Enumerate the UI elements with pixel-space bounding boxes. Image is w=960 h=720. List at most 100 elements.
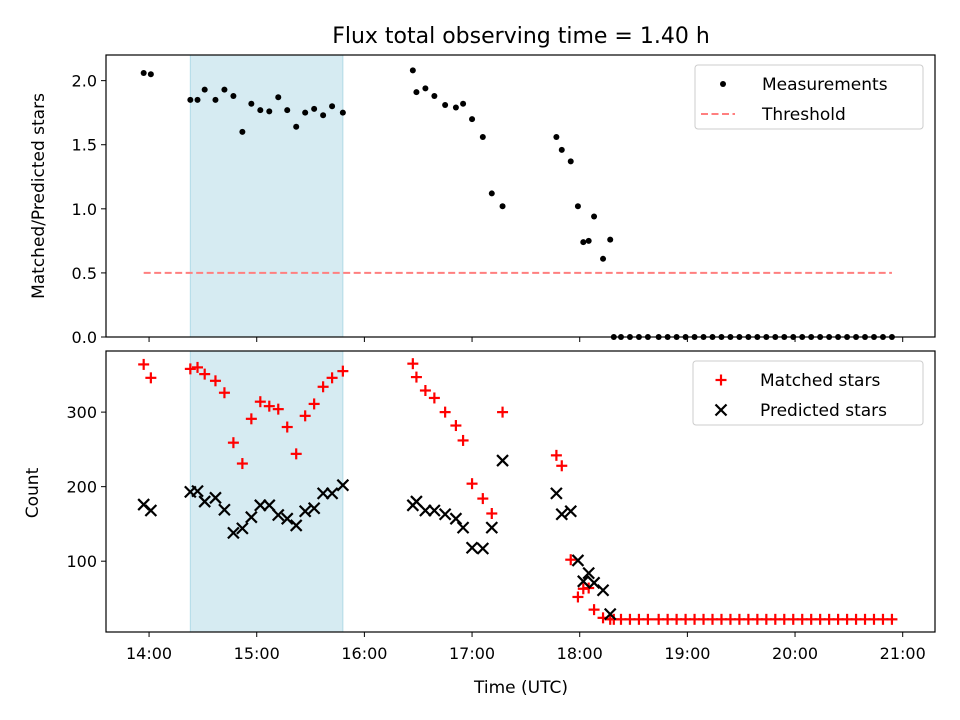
legend: Matched stars Predicted stars: [692, 360, 924, 426]
legend-box: [694, 64, 924, 130]
matched-star-point: [227, 437, 239, 449]
measurement-point: [442, 101, 449, 108]
y-tick-label: 1.5: [72, 136, 97, 155]
measurement-point: [479, 134, 486, 141]
predicted-star-point: [496, 454, 509, 467]
predicted-star-point: [271, 508, 285, 522]
matched-star-point: [184, 363, 196, 375]
measurement-point: [585, 237, 592, 244]
matched-star-point: [263, 400, 275, 412]
x-tick-label: 20:00: [772, 644, 818, 663]
legend-label: Measurements: [762, 75, 888, 95]
measurement-point: [469, 116, 476, 123]
x-tick-label: 21:00: [880, 644, 926, 663]
legend-label: Predicted stars: [760, 401, 887, 421]
matched-star-point: [326, 372, 338, 384]
measurement-point: [574, 203, 581, 210]
plot-frame: [105, 350, 936, 633]
measurement-point: [266, 108, 273, 115]
predicted-star-point: [307, 501, 321, 515]
y-tick-label: 300: [66, 403, 97, 422]
x-tick-label: 18:00: [557, 644, 603, 663]
plot-frame: [105, 54, 936, 338]
predicted-star-point: [218, 503, 231, 517]
measurement-point: [422, 85, 429, 92]
measurement-point: [239, 128, 246, 135]
x-axis-label: Time (UTC): [473, 678, 568, 698]
matched-star-point: [245, 413, 257, 425]
measurement-point: [558, 146, 565, 153]
predicted-star-point: [582, 566, 595, 580]
measurement-point: [230, 93, 237, 100]
predicted-star-point: [571, 554, 585, 567]
matched-star-point: [199, 368, 211, 380]
measurement-point: [452, 104, 459, 111]
matched-star-point: [497, 406, 509, 418]
measurement-point: [194, 96, 201, 103]
legend-measurement-swatch: [720, 81, 726, 87]
matched-star-point: [428, 392, 440, 404]
legend-label: Matched stars: [760, 371, 880, 391]
y-tick-label: 1.0: [72, 200, 97, 219]
measurement-point: [329, 103, 336, 110]
predicted-star-point: [263, 499, 276, 512]
matched-star-point: [886, 613, 898, 625]
predicted-star-point: [298, 504, 312, 518]
legend: Measurements Threshold: [694, 64, 924, 130]
measurement-point: [320, 112, 327, 119]
matched-star-point: [290, 448, 302, 460]
predicted-star-point: [596, 583, 610, 597]
matched-star-point: [138, 358, 150, 370]
y-tick-label: 100: [66, 552, 97, 571]
predicted-star-point: [325, 487, 339, 500]
count-panel: 100 200 300 14:00 15:00 16:00 17:00 18:00 19:00 2…: [66, 350, 936, 663]
measurement-point: [275, 94, 282, 101]
predicted-star-point: [485, 521, 499, 534]
matched-star-point: [337, 365, 349, 377]
measurement-point: [339, 109, 346, 116]
x-tick-label: 15:00: [234, 644, 280, 663]
matched-star-point: [466, 478, 478, 490]
measurement-point: [553, 134, 560, 141]
predicted-star-point: [476, 542, 490, 555]
predicted-star-point: [577, 575, 590, 588]
matched-star-point: [439, 406, 451, 418]
predicted-star-point: [456, 521, 470, 534]
legend-label: Threshold: [761, 105, 846, 125]
matched-star-point: [407, 358, 419, 370]
matched-star-point: [550, 449, 562, 461]
measurement-point: [201, 86, 208, 93]
measurement-point: [409, 67, 416, 74]
predicted-star-point: [550, 487, 563, 500]
predicted-star-point: [227, 526, 240, 540]
matched-star-point: [308, 398, 320, 410]
matched-star-point: [317, 381, 329, 393]
x-tick-label: 19:00: [664, 644, 710, 663]
measurement-point: [413, 89, 420, 96]
highlight-span: [189, 54, 344, 338]
matched-star-point: [450, 420, 462, 432]
measurement-point: [257, 107, 264, 114]
predicted-star-point: [465, 541, 479, 555]
matched-star-point: [556, 460, 568, 472]
predicted-star-point: [564, 504, 578, 518]
matched-star-point: [588, 604, 600, 616]
predicted-star-point: [336, 478, 350, 492]
measurement-point: [248, 100, 255, 107]
x-tick-label: 16:00: [341, 644, 387, 663]
measurement-point: [212, 96, 219, 103]
measurement-point: [311, 105, 318, 112]
predicted-star-point: [209, 491, 222, 505]
matched-star-point: [236, 458, 248, 470]
y-tick-label: 0.0: [72, 328, 97, 347]
legend-box: [692, 360, 924, 426]
measurement-point: [284, 107, 291, 114]
measurement-point: [499, 203, 506, 210]
matched-star-point: [145, 372, 157, 384]
predicted-star-point: [280, 512, 294, 525]
highlight-span: [189, 350, 344, 633]
legend-predicted-swatch: [714, 403, 728, 417]
matched-star-point: [410, 371, 422, 383]
measurement-point: [591, 213, 598, 220]
